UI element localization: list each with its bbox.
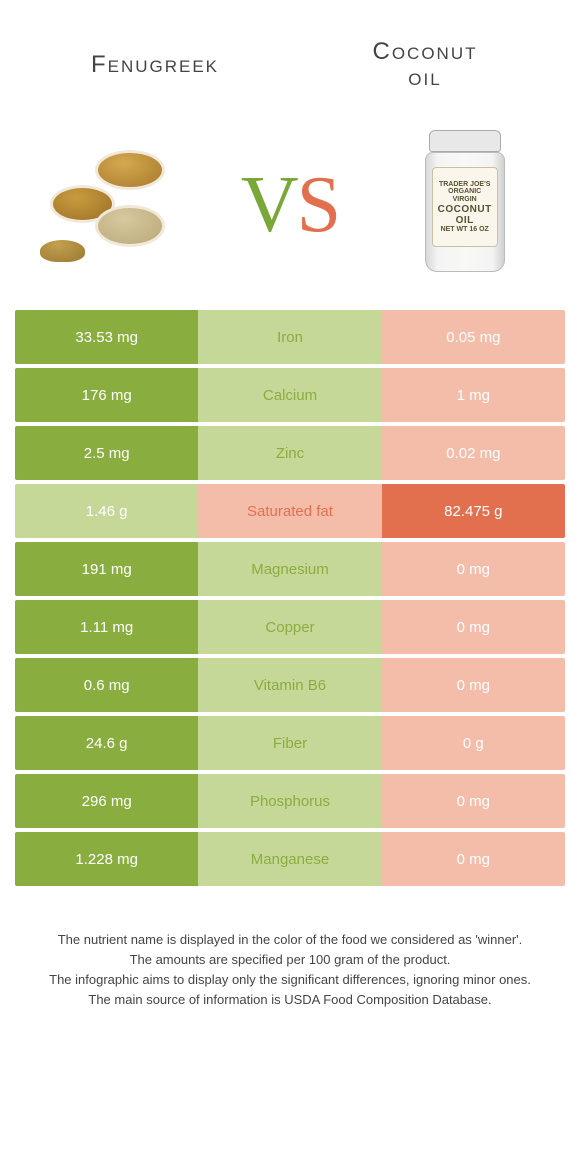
nutrient-name: Zinc: [198, 426, 381, 480]
value-right: 0 mg: [382, 774, 565, 828]
nutrient-name: Phosphorus: [198, 774, 381, 828]
jar-l1: TRADER JOE'S: [439, 181, 490, 189]
note-4: The main source of information is USDA F…: [30, 990, 550, 1010]
title-right-l1: Coconut: [373, 38, 478, 65]
fenugreek-image: [30, 130, 200, 280]
footer-notes: The nutrient name is displayed in the co…: [0, 890, 580, 1031]
title-right-l2: oil: [408, 64, 441, 91]
note-1: The nutrient name is displayed in the co…: [30, 930, 550, 950]
value-left: 191 mg: [15, 542, 198, 596]
nutrient-name: Calcium: [198, 368, 381, 422]
nutrient-name: Vitamin B6: [198, 658, 381, 712]
jar-net: NET WT 16 OZ: [441, 226, 489, 234]
vs-s: S: [297, 161, 340, 249]
jar-icon: TRADER JOE'S ORGANIC VIRGIN COCONUT OIL …: [420, 130, 510, 280]
nutrient-name: Manganese: [198, 832, 381, 886]
nutrient-name: Iron: [198, 310, 381, 364]
value-right: 0 g: [382, 716, 565, 770]
value-right: 1 mg: [382, 368, 565, 422]
title-right: Coconut oil: [290, 39, 560, 92]
images-row: VS TRADER JOE'S ORGANIC VIRGIN COCONUT O…: [0, 110, 580, 310]
table-row: 1.11 mgCopper0 mg: [15, 600, 565, 654]
table-row: 191 mgMagnesium0 mg: [15, 542, 565, 596]
value-right: 0 mg: [382, 658, 565, 712]
value-right: 0.05 mg: [382, 310, 565, 364]
value-left: 0.6 mg: [15, 658, 198, 712]
vs-v: V: [241, 161, 297, 249]
jar-big2: OIL: [456, 215, 474, 226]
table-row: 0.6 mgVitamin B60 mg: [15, 658, 565, 712]
comparison-table: 33.53 mgIron0.05 mg176 mgCalcium1 mg2.5 …: [0, 310, 580, 886]
table-row: 1.228 mgManganese0 mg: [15, 832, 565, 886]
table-row: 296 mgPhosphorus0 mg: [15, 774, 565, 828]
value-right: 0 mg: [382, 542, 565, 596]
note-2: The amounts are specified per 100 gram o…: [30, 950, 550, 970]
nutrient-name: Fiber: [198, 716, 381, 770]
value-left: 1.46 g: [15, 484, 198, 538]
coconut-oil-image: TRADER JOE'S ORGANIC VIRGIN COCONUT OIL …: [380, 130, 550, 280]
value-right: 82.475 g: [382, 484, 565, 538]
value-left: 1.11 mg: [15, 600, 198, 654]
jar-l2: ORGANIC: [448, 188, 481, 196]
header: Fenugreek Coconut oil: [0, 0, 580, 110]
vs-label: VS: [241, 160, 339, 251]
value-left: 2.5 mg: [15, 426, 198, 480]
value-right: 0 mg: [382, 600, 565, 654]
value-left: 296 mg: [15, 774, 198, 828]
value-left: 176 mg: [15, 368, 198, 422]
table-row: 176 mgCalcium1 mg: [15, 368, 565, 422]
value-left: 24.6 g: [15, 716, 198, 770]
value-right: 0.02 mg: [382, 426, 565, 480]
table-row: 1.46 gSaturated fat82.475 g: [15, 484, 565, 538]
fenugreek-icon: [40, 140, 190, 270]
title-left: Fenugreek: [20, 51, 290, 79]
value-left: 1.228 mg: [15, 832, 198, 886]
table-row: 24.6 gFiber0 g: [15, 716, 565, 770]
nutrient-name: Saturated fat: [198, 484, 381, 538]
nutrient-name: Magnesium: [198, 542, 381, 596]
note-3: The infographic aims to display only the…: [30, 970, 550, 990]
jar-big1: COCONUT: [438, 204, 492, 215]
value-right: 0 mg: [382, 832, 565, 886]
table-row: 33.53 mgIron0.05 mg: [15, 310, 565, 364]
table-row: 2.5 mgZinc0.02 mg: [15, 426, 565, 480]
value-left: 33.53 mg: [15, 310, 198, 364]
nutrient-name: Copper: [198, 600, 381, 654]
jar-l3: VIRGIN: [453, 196, 477, 204]
